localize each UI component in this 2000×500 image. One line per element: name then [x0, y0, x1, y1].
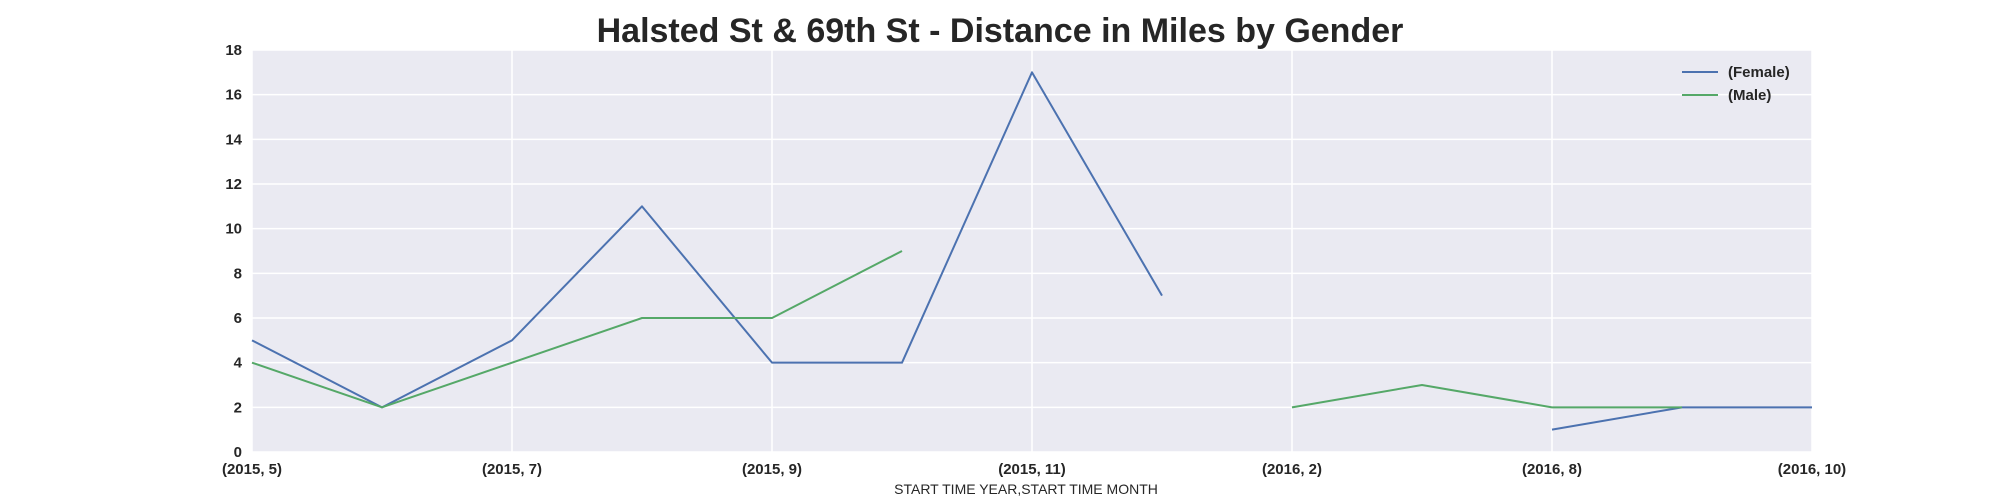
- x-tick-label: (2015, 9): [742, 461, 802, 478]
- x-tick-label: (2016, 8): [1522, 461, 1582, 478]
- x-tick-label: (2015, 11): [998, 461, 1066, 478]
- x-tick-label: (2015, 5): [222, 461, 282, 478]
- y-tick-label: 10: [225, 221, 242, 238]
- x-tick-label: (2015, 7): [482, 461, 542, 478]
- y-tick-label: 12: [225, 176, 242, 193]
- legend: (Female) (Male): [1682, 64, 1790, 104]
- series-line-2-segment-1: [251, 250, 903, 409]
- chart-title: Halsted St & 69th St - Distance in Miles…: [597, 12, 1404, 50]
- x-tick-label: (2016, 10): [1778, 461, 1846, 478]
- y-tick-labels: 0 2 4 6 8 10 12 14 16 18: [225, 42, 242, 461]
- y-tick-label: 2: [234, 399, 242, 416]
- y-tick-label: 0: [234, 444, 242, 461]
- legend-label: (Female): [1728, 64, 1790, 81]
- x-tick-labels: (2015, 5) (2015, 7) (2015, 9) (2015, 11) (20…: [222, 461, 1846, 478]
- series-line-2-segment-2: [1291, 384, 1682, 409]
- y-tick-label: 16: [225, 87, 242, 104]
- y-tick-label: 4: [234, 355, 243, 372]
- y-tick-label: 8: [234, 265, 242, 282]
- legend-label: (Male): [1728, 87, 1771, 104]
- series-line-1-segment-1: [251, 71, 1163, 409]
- y-tick-label: 14: [225, 131, 242, 148]
- y-tick-label: 18: [225, 42, 242, 59]
- x-tick-label: (2016, 2): [1262, 461, 1322, 478]
- x-axis-label: START TIME YEAR,START TIME MONTH: [894, 481, 1158, 497]
- series-lines: [251, 71, 1812, 431]
- y-tick-label: 6: [234, 310, 242, 327]
